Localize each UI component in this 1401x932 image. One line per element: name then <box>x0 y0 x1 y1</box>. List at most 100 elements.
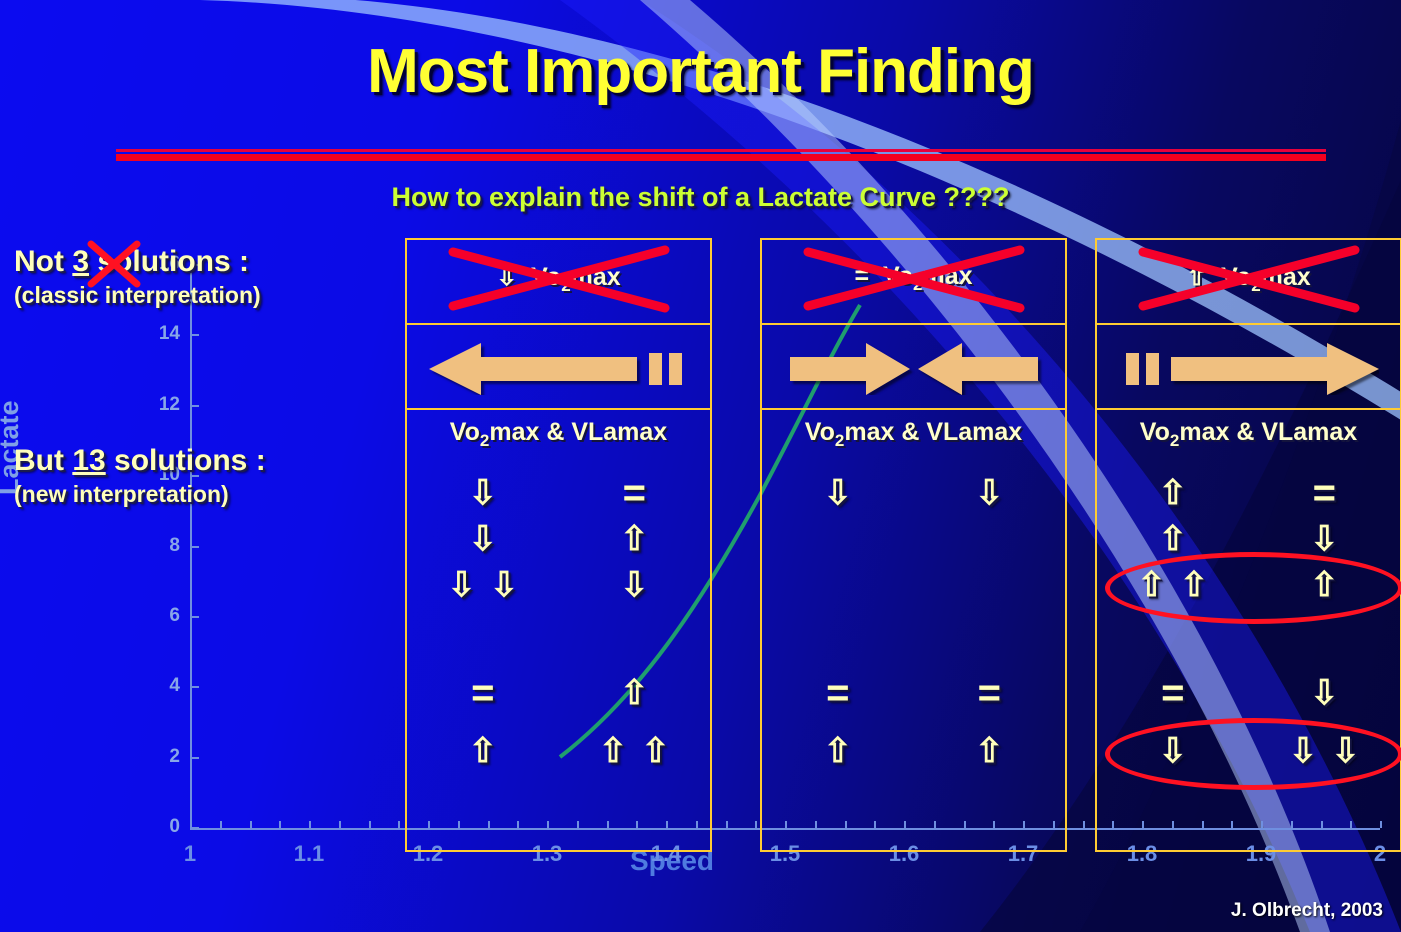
column-header-cell: = Vo2max <box>762 240 1065 325</box>
solution-row: = ⇩ <box>1097 670 1400 716</box>
down-arrow-symbol: ⇩ <box>975 474 1004 512</box>
but-count: 13 <box>72 444 106 477</box>
solution-row: ⇩ ⇧ <box>407 516 710 562</box>
solution-row: ⇧ ⇩ <box>1097 516 1400 562</box>
y-tick-label: 0 <box>169 816 180 837</box>
up-arrow-symbol: ⇧ <box>468 732 498 770</box>
shift-arrow-wrapper <box>428 343 689 400</box>
slide-footer-credit: J. Olbrecht, 2003 <box>1230 900 1383 921</box>
red-highlight-ellipse <box>1105 552 1401 624</box>
x-tick-mark <box>844 821 847 828</box>
red-cross-out-icon <box>448 245 669 313</box>
direction-arrow-icon <box>428 343 682 395</box>
x-tick-mark <box>1082 821 1085 828</box>
x-tick-mark <box>814 821 817 828</box>
x-tick-label: 2 <box>1373 841 1387 866</box>
y-tick-mark <box>190 827 199 829</box>
solution-left-cell: ⇧ <box>762 728 914 774</box>
solution-row: ⇩ ⇩ ⇩ <box>407 562 710 608</box>
solution-right-cell: ⇩ <box>914 470 1066 516</box>
x-tick-mark <box>309 821 311 828</box>
solution-row: ⇧ = <box>1097 470 1400 516</box>
column-body-header: Vo2max & VLamax <box>1139 418 1358 450</box>
x-tick-mark <box>398 821 401 828</box>
solution-right-cell: ⇩ <box>1249 516 1401 562</box>
column-body-cell: Vo2max & VLamax ⇩ ⇩ = = ⇧ ⇧ <box>762 410 1065 850</box>
x-tick-mark <box>428 821 430 828</box>
solution-right-cell: = <box>914 670 1066 716</box>
solution-right-cell: ⇩ <box>1249 670 1401 716</box>
solution-left-cell <box>762 516 914 562</box>
title-divider <box>116 149 1326 161</box>
x-tick-label: 1.2 <box>412 841 444 866</box>
x-tick-mark <box>1261 821 1263 828</box>
solution-row: = ⇧ <box>407 670 710 716</box>
y-tick-mark <box>190 404 199 407</box>
down-arrow-symbol: ⇩ <box>1310 674 1339 712</box>
x-tick-mark <box>606 821 609 828</box>
y-tick-mark <box>190 545 199 548</box>
x-tick-mark <box>487 821 490 828</box>
y-tick-label: 16 <box>158 253 180 274</box>
left-label-not-3-solutions: Not 3 solutions : <box>14 245 249 279</box>
x-tick-mark <box>1112 821 1115 828</box>
up-arrow-symbol: ⇧ <box>620 520 649 558</box>
equal-symbol: = <box>471 671 495 715</box>
x-tick-mark <box>368 821 371 828</box>
column-shift-arrow-cell <box>762 325 1065 410</box>
x-tick-mark <box>1052 821 1055 828</box>
solution-right-cell: ⇧ ⇧ <box>559 728 711 774</box>
x-tick-label: 1.8 <box>1126 841 1158 866</box>
y-tick-mark <box>190 334 199 337</box>
y-tick-mark <box>190 686 199 689</box>
column-header-cell: ⇩ Vo2max <box>407 240 710 325</box>
x-tick-mark <box>517 821 520 828</box>
shift-arrow-wrapper <box>784 343 1044 400</box>
solution-right-cell: ⇧ <box>559 516 711 562</box>
solution-left-cell: ⇩ ⇩ <box>407 562 559 608</box>
solution-left-cell: = <box>407 670 559 716</box>
x-tick-mark <box>1380 821 1382 828</box>
left-label-but-13-solutions: But 13 solutions : <box>14 444 266 478</box>
not-prefix: Not <box>14 245 73 278</box>
down-arrow-symbol: ⇩ <box>489 566 519 604</box>
x-tick-mark <box>1290 821 1293 828</box>
solution-column-col-decrease[interactable]: ⇩ Vo2maxVo2max & VLamax⇩=⇩⇧⇩⇩⇩=⇧⇧⇧⇧ <box>405 238 712 852</box>
shift-arrow-wrapper <box>1119 343 1379 400</box>
solution-column-col-equal[interactable]: = Vo2maxVo2max & VLamax⇩⇩==⇧⇧ <box>760 238 1067 852</box>
left-label-new-interpretation: (new interpretation) <box>14 481 229 507</box>
solution-row: ⇩ ⇩ <box>762 470 1065 516</box>
y-tick-mark <box>190 615 199 618</box>
column-shift-arrow-cell <box>1097 325 1400 410</box>
column-body-header: Vo2max & VLamax <box>449 418 668 450</box>
but-prefix: But <box>14 444 73 477</box>
y-tick-label: 12 <box>158 393 180 415</box>
y-tick-label: 14 <box>158 323 180 345</box>
equal-symbol: = <box>1161 671 1185 715</box>
x-tick-mark <box>933 821 936 828</box>
up-arrow-symbol: ⇧ <box>641 732 670 770</box>
solution-right-cell <box>914 516 1066 562</box>
x-tick-mark <box>636 821 639 828</box>
x-tick-mark <box>725 821 728 828</box>
x-tick-label: 1.6 <box>888 841 920 866</box>
y-tick-mark <box>190 756 199 759</box>
solution-left-cell: ⇩ <box>407 470 559 516</box>
x-tick-mark <box>219 821 222 828</box>
column-body-header: Vo2max & VLamax <box>804 418 1023 450</box>
solution-left-cell: ⇧ <box>1097 470 1249 516</box>
up-arrow-symbol: ⇧ <box>1158 520 1188 558</box>
x-tick-mark <box>547 821 549 828</box>
y-tick-label: 4 <box>169 675 180 697</box>
x-axis-line <box>190 828 1380 830</box>
x-tick-mark <box>993 821 996 828</box>
x-tick-mark <box>1350 821 1353 828</box>
solution-left-cell: ⇩ <box>762 470 914 516</box>
x-tick-mark <box>249 821 252 828</box>
equal-symbol: = <box>1312 471 1336 515</box>
but-suffix: solutions : <box>105 444 266 477</box>
x-tick-mark <box>1023 821 1025 828</box>
direction-arrow-icon <box>789 343 1038 395</box>
x-tick-mark <box>457 821 460 828</box>
